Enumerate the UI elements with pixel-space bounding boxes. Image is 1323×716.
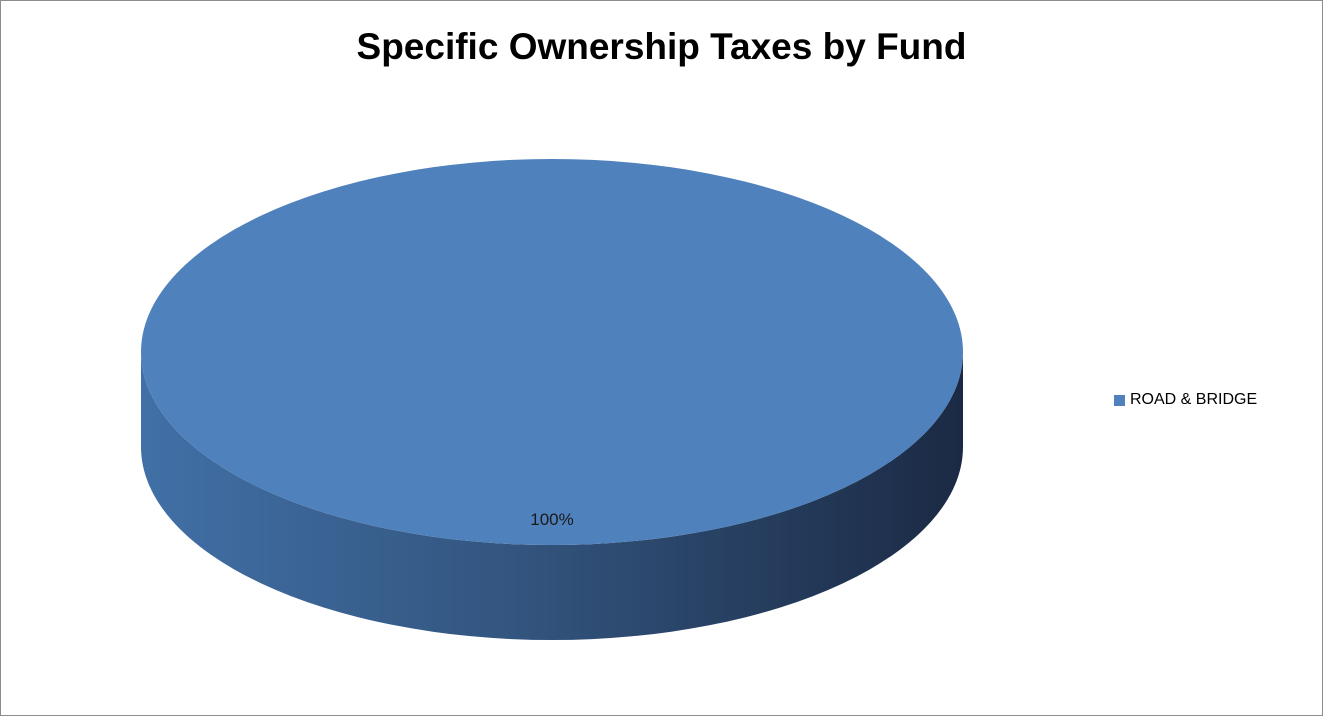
legend-swatch-road-and-bridge xyxy=(1114,394,1125,406)
chart-title: Specific Ownership Taxes by Fund xyxy=(356,26,967,67)
legend-label-road-and-bridge: ROAD & BRIDGE xyxy=(1130,391,1258,408)
data-label-road-and-bridge: 100% xyxy=(530,510,573,529)
pie-slice-road-and-bridge xyxy=(141,159,963,545)
pie-slice-side-road-and-bridge xyxy=(141,352,963,640)
legend: ROAD & BRIDGE xyxy=(1114,391,1257,409)
